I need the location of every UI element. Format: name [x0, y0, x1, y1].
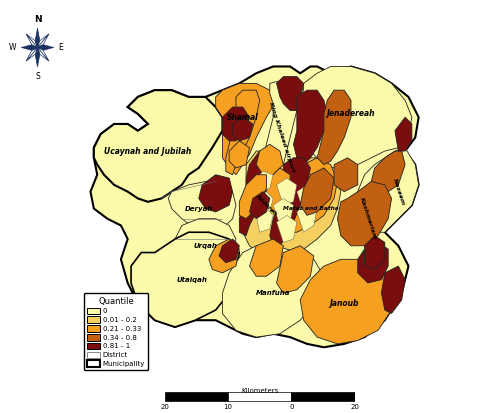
- Text: Shamal: Shamal: [227, 113, 258, 122]
- Polygon shape: [38, 34, 49, 47]
- Polygon shape: [175, 219, 236, 266]
- Text: Urqah: Urqah: [194, 243, 218, 249]
- Text: Kashmeriam: Kashmeriam: [358, 197, 377, 240]
- Polygon shape: [240, 175, 266, 219]
- Polygon shape: [38, 45, 54, 47]
- Polygon shape: [300, 168, 334, 215]
- Polygon shape: [222, 246, 324, 337]
- Polygon shape: [38, 28, 40, 47]
- Polygon shape: [35, 47, 37, 66]
- Text: Mataz and Batha: Mataz and Batha: [282, 206, 339, 211]
- Polygon shape: [276, 178, 297, 205]
- Polygon shape: [372, 151, 405, 192]
- Polygon shape: [38, 34, 49, 47]
- Polygon shape: [256, 80, 304, 209]
- Polygon shape: [338, 181, 392, 246]
- Polygon shape: [276, 215, 297, 242]
- Polygon shape: [256, 144, 283, 175]
- Polygon shape: [300, 259, 392, 344]
- Polygon shape: [250, 239, 284, 276]
- Polygon shape: [198, 175, 232, 212]
- Polygon shape: [226, 90, 260, 175]
- Text: 0: 0: [289, 404, 294, 410]
- Bar: [165, 392, 228, 401]
- Polygon shape: [168, 181, 236, 232]
- Polygon shape: [26, 47, 38, 61]
- Polygon shape: [216, 83, 276, 175]
- Polygon shape: [358, 242, 388, 283]
- Polygon shape: [38, 47, 49, 61]
- Polygon shape: [334, 158, 357, 192]
- Polygon shape: [266, 168, 290, 212]
- Polygon shape: [250, 192, 270, 219]
- Polygon shape: [240, 151, 273, 236]
- Bar: [228, 392, 292, 401]
- Bar: [292, 392, 355, 401]
- Polygon shape: [300, 66, 412, 168]
- Polygon shape: [273, 198, 293, 225]
- Text: King Khaleed airport: King Khaleed airport: [268, 102, 295, 173]
- Polygon shape: [38, 47, 40, 66]
- Text: Deryah: Deryah: [184, 206, 213, 211]
- Polygon shape: [94, 90, 222, 202]
- Polygon shape: [22, 45, 38, 47]
- Polygon shape: [256, 171, 273, 192]
- Polygon shape: [222, 107, 250, 141]
- Polygon shape: [395, 117, 412, 151]
- Polygon shape: [242, 151, 341, 259]
- Polygon shape: [317, 90, 351, 165]
- Polygon shape: [26, 34, 38, 47]
- Text: E: E: [58, 43, 63, 52]
- Polygon shape: [26, 47, 38, 61]
- Polygon shape: [294, 90, 328, 165]
- Polygon shape: [382, 266, 405, 313]
- Text: Naseem: Naseem: [392, 178, 405, 206]
- Text: Jenadereah: Jenadereah: [326, 109, 375, 119]
- Polygon shape: [209, 239, 240, 273]
- Text: S: S: [35, 72, 40, 81]
- Text: Kilometers: Kilometers: [242, 388, 279, 394]
- Polygon shape: [232, 117, 253, 141]
- Polygon shape: [219, 239, 240, 263]
- Polygon shape: [38, 47, 49, 61]
- Polygon shape: [280, 158, 338, 232]
- Text: Manfuha: Manfuha: [256, 290, 290, 296]
- Polygon shape: [229, 141, 250, 168]
- Polygon shape: [256, 209, 273, 232]
- Text: 20: 20: [350, 404, 360, 410]
- Polygon shape: [22, 47, 38, 50]
- Polygon shape: [131, 232, 240, 327]
- Polygon shape: [26, 34, 38, 47]
- Text: 10: 10: [224, 404, 232, 410]
- Text: Utaiqah: Utaiqah: [176, 277, 208, 282]
- Polygon shape: [297, 185, 317, 212]
- Polygon shape: [270, 158, 310, 246]
- Text: Janoub: Janoub: [330, 299, 359, 308]
- Legend: 0, 0.01 - 0.2, 0.21 - 0.33, 0.34 - 0.8, 0.81 - 1, District, Municipality: 0, 0.01 - 0.2, 0.21 - 0.33, 0.34 - 0.8, …: [84, 293, 148, 370]
- Polygon shape: [297, 202, 317, 232]
- Polygon shape: [364, 236, 385, 269]
- Polygon shape: [276, 77, 303, 110]
- Polygon shape: [35, 28, 37, 47]
- Polygon shape: [358, 148, 418, 232]
- Text: N: N: [34, 15, 42, 24]
- Text: W: W: [9, 43, 16, 52]
- Polygon shape: [256, 192, 273, 215]
- Polygon shape: [38, 47, 54, 50]
- Text: 20: 20: [160, 404, 170, 410]
- Text: Ucaynah and Jubilah: Ucaynah and Jubilah: [104, 147, 192, 156]
- Polygon shape: [90, 66, 418, 347]
- Polygon shape: [276, 246, 314, 293]
- Text: Addorah: Addorah: [255, 194, 278, 217]
